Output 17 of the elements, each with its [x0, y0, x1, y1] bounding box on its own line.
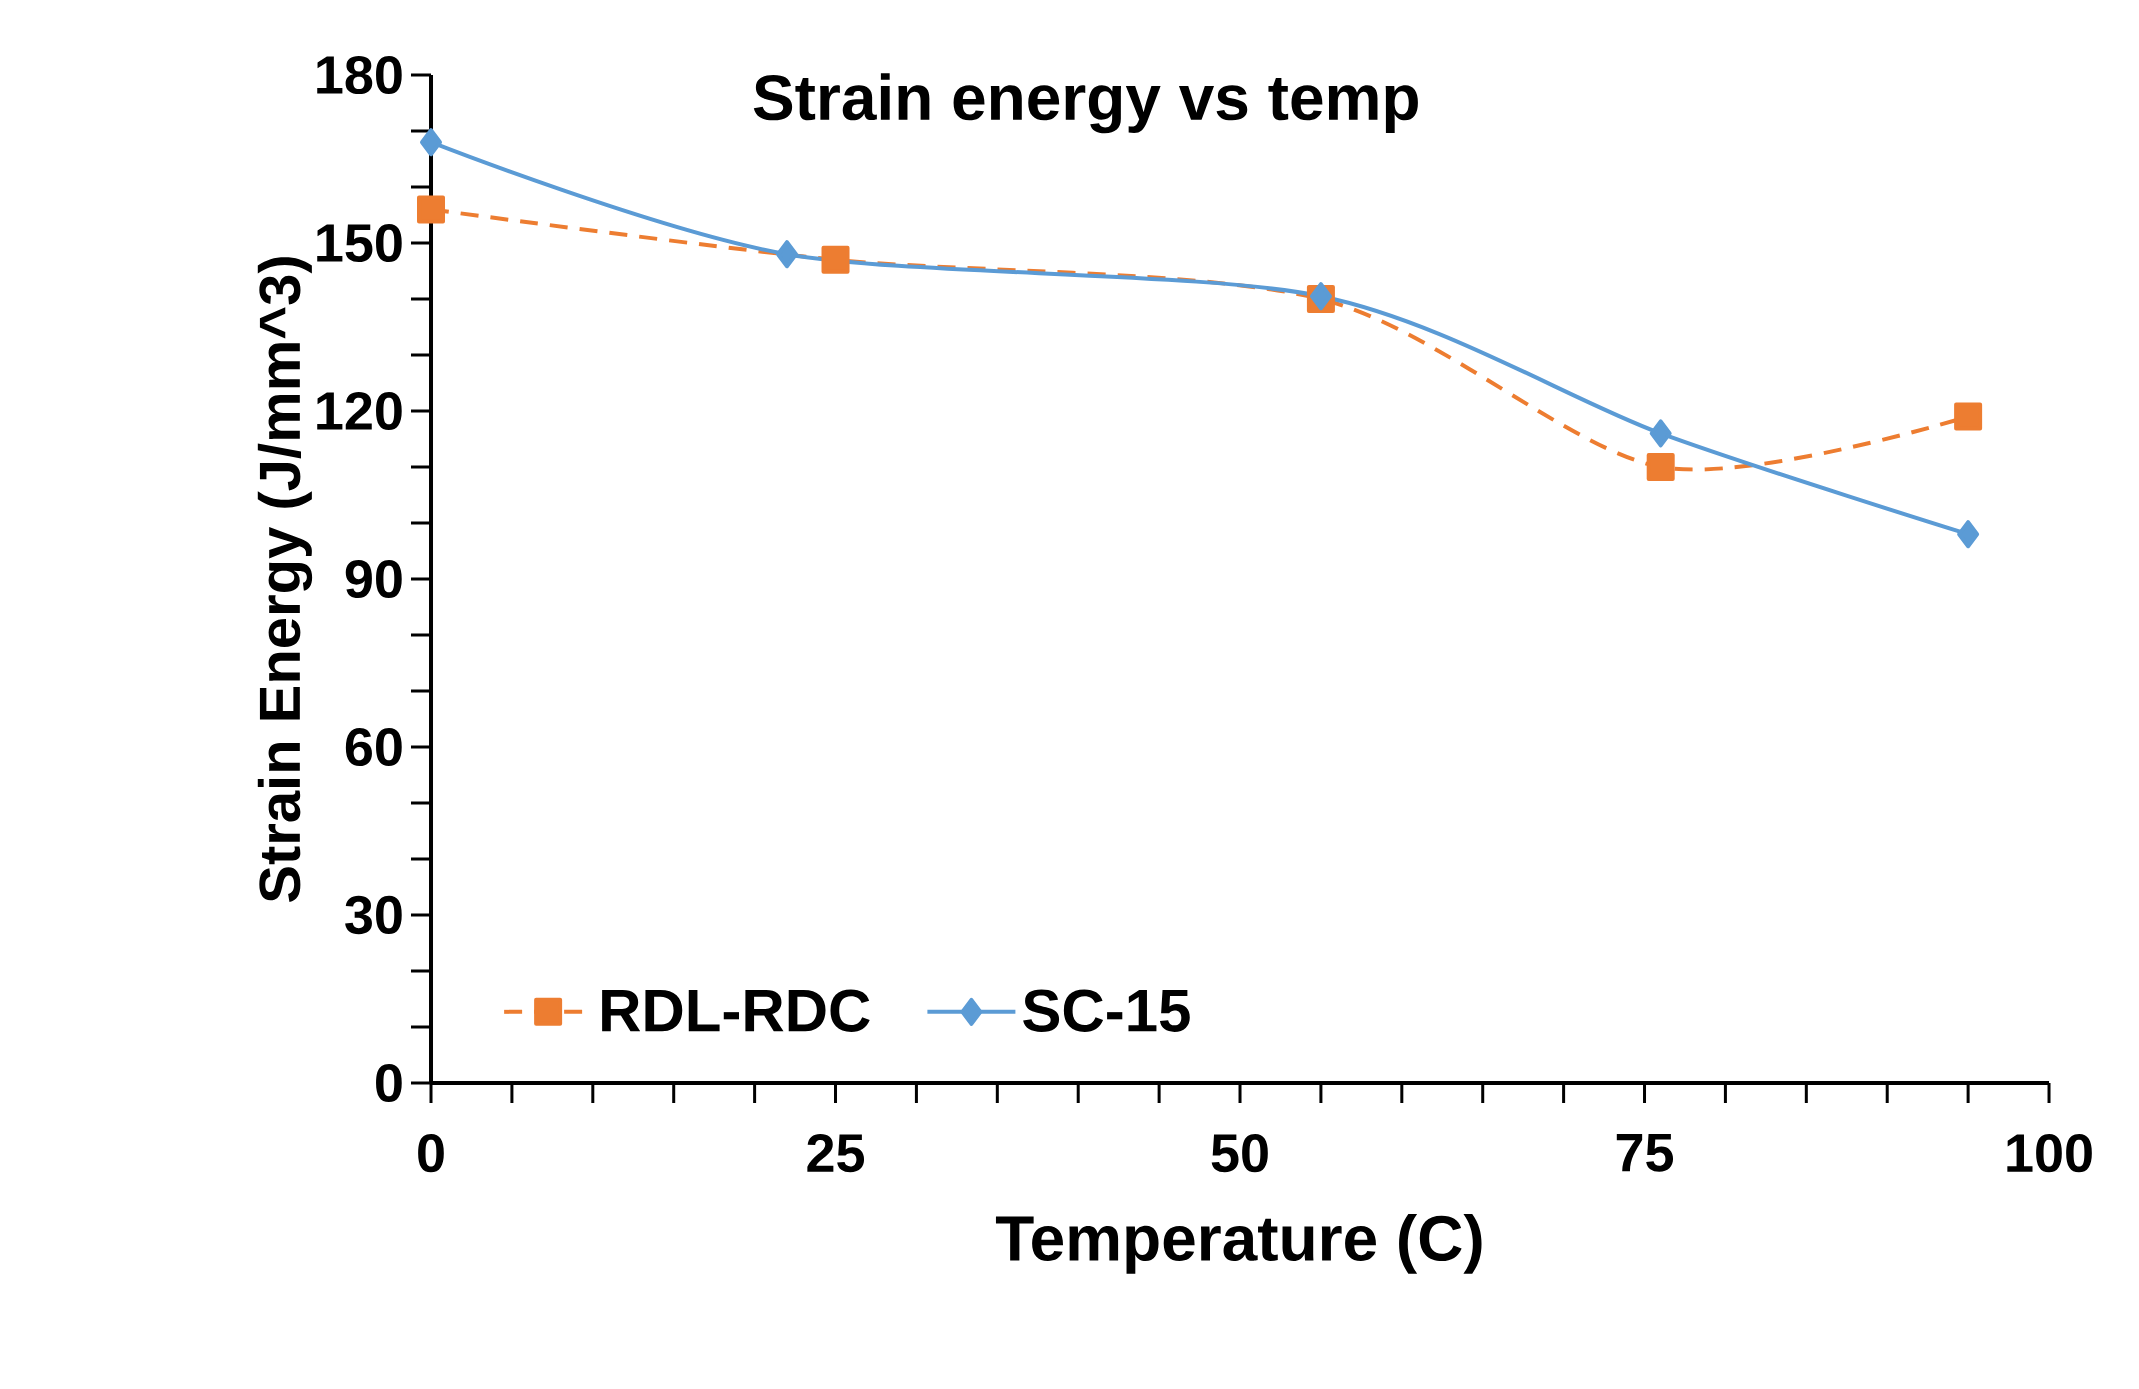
- y-tick-label: 120: [317, 391, 402, 431]
- x-tick-label: 50: [1211, 1134, 1268, 1173]
- x-tick-label: 100: [2007, 1134, 2092, 1173]
- y-tick-label: 30: [345, 895, 402, 935]
- y-tick-label: 0: [376, 1063, 402, 1103]
- y-axis-title: Strain Energy (J/mm^3): [257, 257, 313, 903]
- x-axis-title: Temperature (C): [995, 1214, 1482, 1274]
- y-tick-label: 60: [345, 727, 402, 767]
- legend-label: SC-15: [1023, 989, 1190, 1032]
- x-tick-label: 75: [1616, 1134, 1674, 1172]
- chart-title: Strain energy vs temp: [753, 73, 1418, 134]
- x-tick-label: 0: [418, 1134, 444, 1173]
- y-tick-label: 90: [345, 559, 402, 599]
- y-tick-label: 150: [317, 223, 402, 263]
- legend-label: RDL-RDC: [602, 989, 870, 1032]
- x-tick-label: 25: [807, 1134, 865, 1173]
- y-tick-label: 180: [317, 55, 402, 95]
